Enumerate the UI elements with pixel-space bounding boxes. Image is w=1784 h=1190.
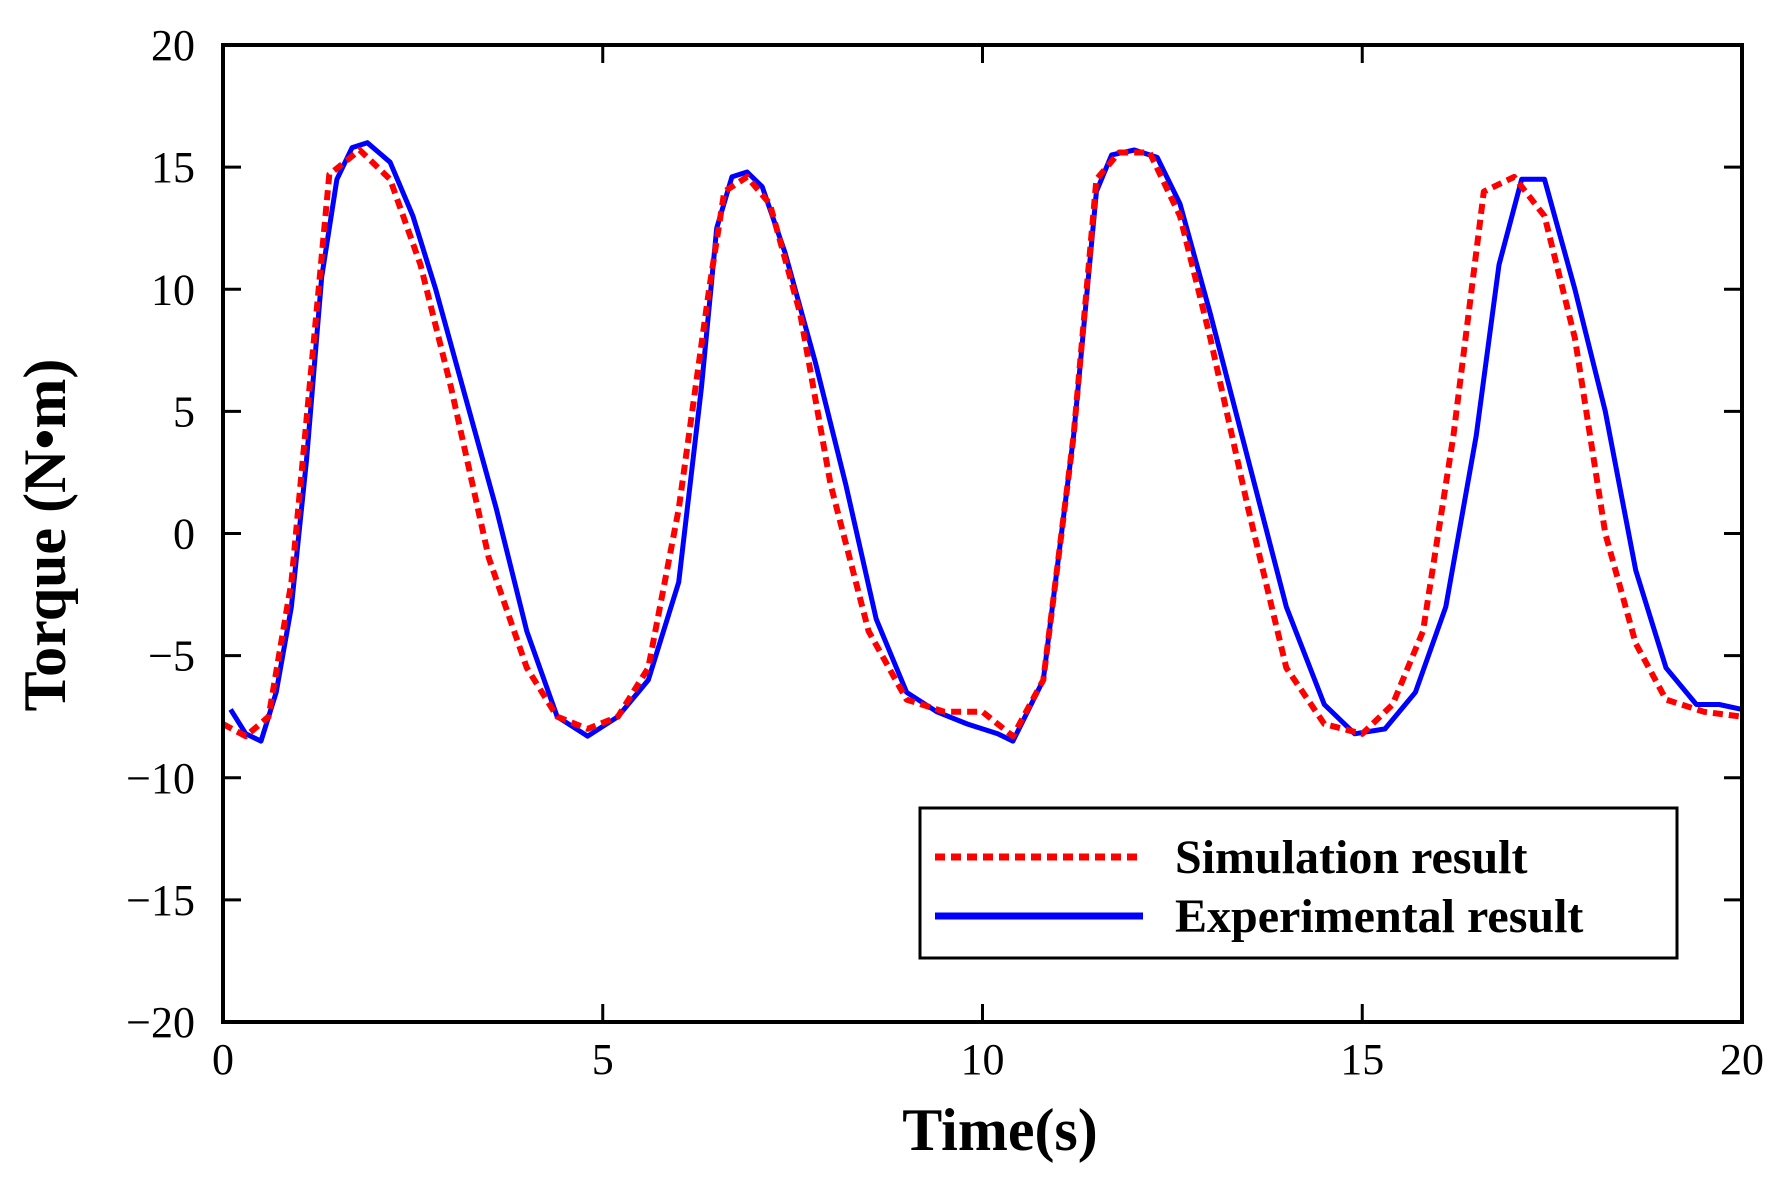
y-tick-label: −20 bbox=[126, 998, 195, 1047]
y-tick-label: 0 bbox=[173, 510, 195, 559]
y-tick-label: −10 bbox=[126, 754, 195, 803]
simulation-line bbox=[221, 147, 1743, 740]
x-tick-label: 15 bbox=[1340, 1035, 1384, 1084]
x-tick-label: 5 bbox=[592, 1035, 614, 1084]
legend-label-simulation: Simulation result bbox=[1175, 831, 1528, 884]
y-tick-label: 15 bbox=[151, 143, 195, 192]
y-tick-label: 5 bbox=[173, 387, 195, 436]
x-axis-title: Time(s) bbox=[902, 1097, 1098, 1163]
x-tick-label: 20 bbox=[1720, 1035, 1764, 1084]
y-tick-label: −5 bbox=[148, 632, 195, 681]
x-tick-label: 0 bbox=[212, 1035, 234, 1084]
series-layer bbox=[221, 140, 1743, 744]
x-tick-label: 10 bbox=[961, 1035, 1005, 1084]
experimental-line bbox=[228, 140, 1743, 744]
y-tick-label: 10 bbox=[151, 265, 195, 314]
y-axis-title: Torque (N•m) bbox=[12, 359, 78, 712]
legend-box bbox=[918, 806, 1679, 960]
legend: Simulation result Experimental result bbox=[918, 806, 1679, 960]
ticks: 0 5 10 15 20 −20 −15 −10 −5 0 5 10 15 20 bbox=[126, 21, 1764, 1084]
y-tick-label: 20 bbox=[151, 21, 195, 70]
legend-label-experimental: Experimental result bbox=[1175, 890, 1583, 943]
y-tick-label: −15 bbox=[126, 876, 195, 925]
